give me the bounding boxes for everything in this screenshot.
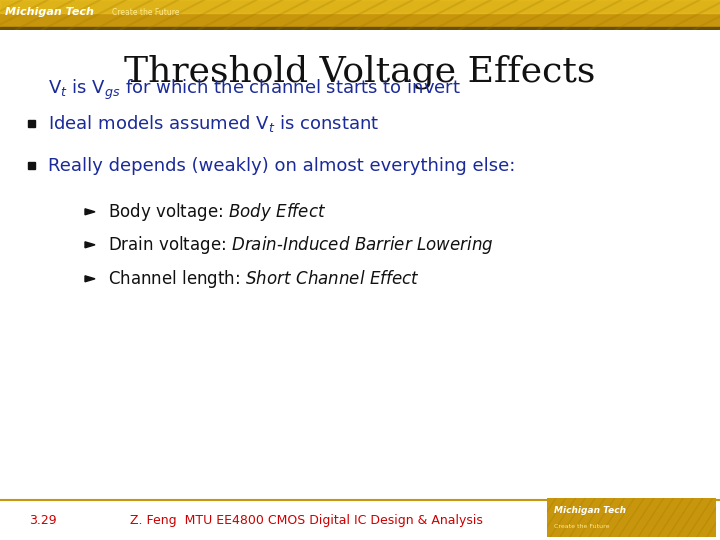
- Text: Create the Future: Create the Future: [112, 8, 179, 17]
- Text: Body voltage: $\it{Body\ Effect}$: Body voltage: $\it{Body\ Effect}$: [108, 201, 326, 223]
- Bar: [28, 86, 35, 93]
- Text: Channel length: $\it{Short\ Channel\ Effect}$: Channel length: $\it{Short\ Channel\ Eff…: [108, 268, 420, 290]
- Text: Create the Future: Create the Future: [554, 524, 609, 529]
- Bar: [28, 120, 35, 127]
- Text: Really depends (weakly) on almost everything else:: Really depends (weakly) on almost everyt…: [48, 157, 516, 175]
- Text: Michigan Tech: Michigan Tech: [5, 8, 94, 17]
- Text: V$_t$ is V$_{gs}$ for which the channel starts to invert: V$_t$ is V$_{gs}$ for which the channel …: [48, 78, 461, 102]
- Text: Ideal models assumed V$_t$ is constant: Ideal models assumed V$_t$ is constant: [48, 113, 379, 134]
- Bar: [0, 28, 720, 30]
- Text: Drain voltage: $\it{Drain}$-$\it{Induced\ Barrier\ Lowering}$: Drain voltage: $\it{Drain}$-$\it{Induced…: [108, 234, 494, 256]
- Polygon shape: [85, 242, 95, 248]
- Bar: [0, 0, 720, 14]
- Text: Threshold Voltage Effects: Threshold Voltage Effects: [125, 54, 595, 89]
- Polygon shape: [85, 209, 95, 215]
- Text: Z. Feng  MTU EE4800 CMOS Digital IC Design & Analysis: Z. Feng MTU EE4800 CMOS Digital IC Desig…: [130, 514, 482, 527]
- Polygon shape: [85, 276, 95, 282]
- Bar: [28, 163, 35, 170]
- Text: Michigan Tech: Michigan Tech: [554, 507, 626, 515]
- Text: 3.29: 3.29: [29, 514, 56, 527]
